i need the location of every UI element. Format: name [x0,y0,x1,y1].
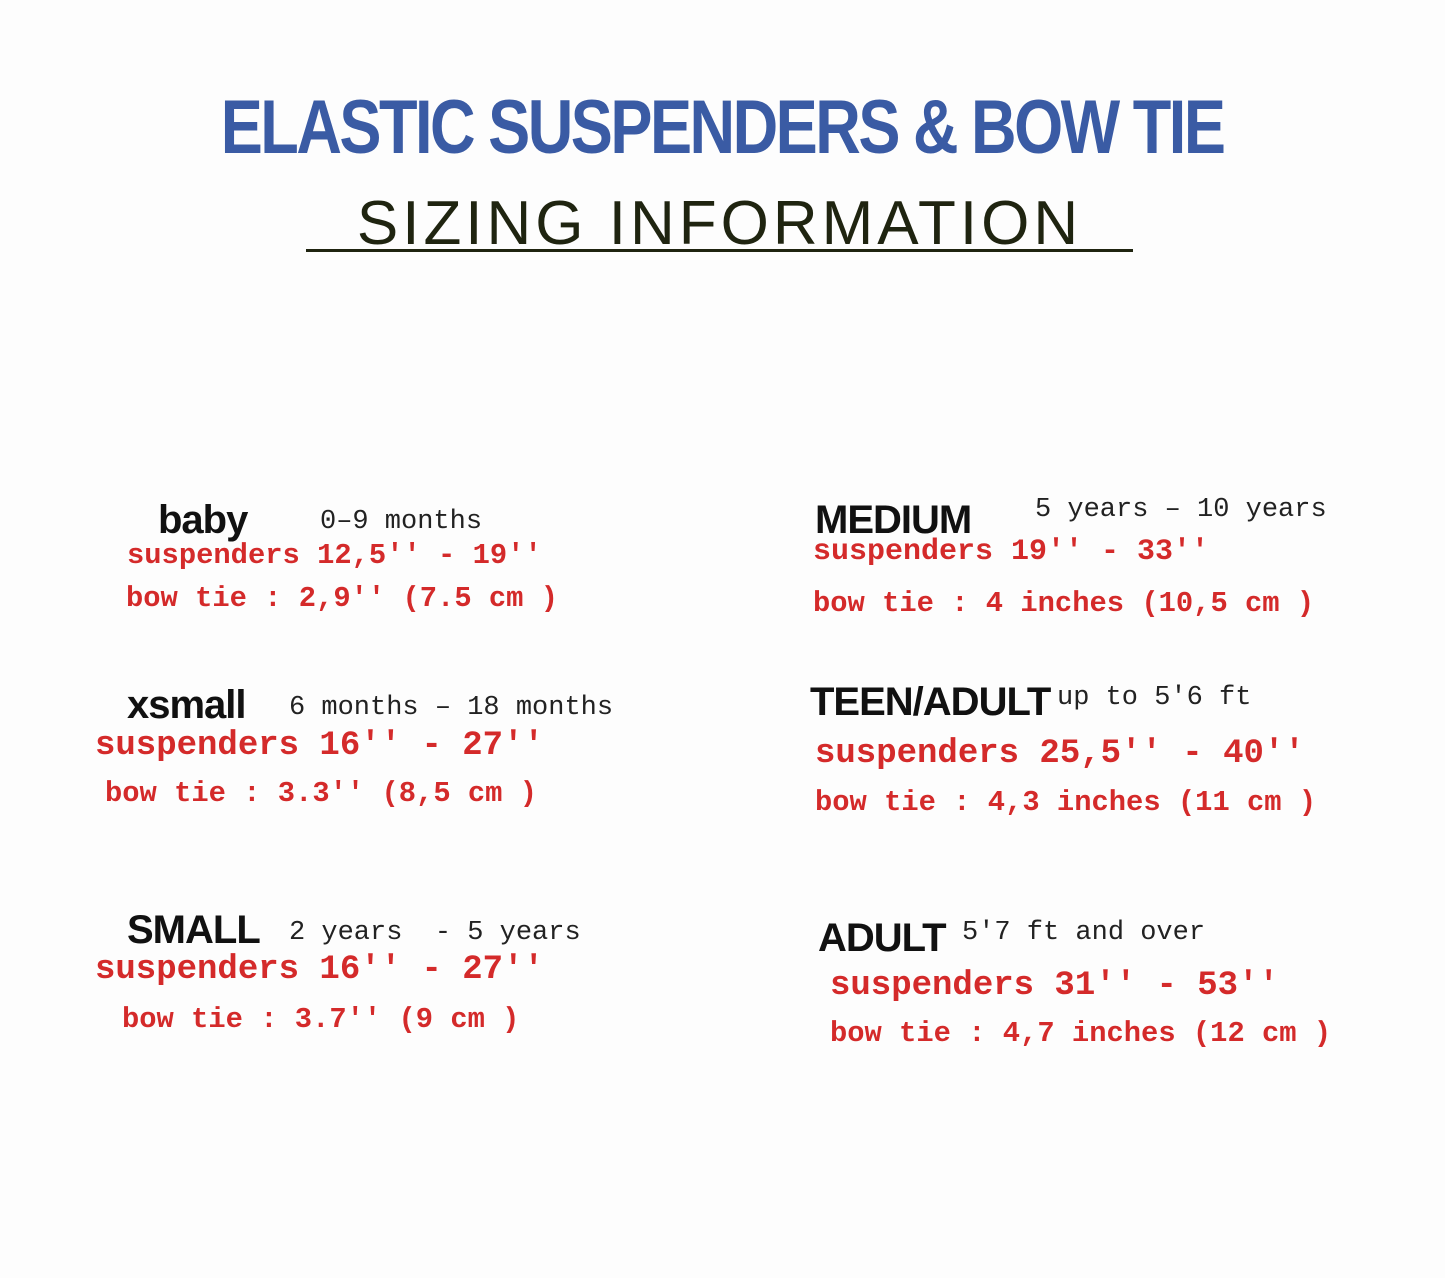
bow-tie-size: bow tie : 4,7 inches (12 cm ) [830,1017,1332,1050]
suspenders-size: suspenders 25,5'' - 40'' [815,735,1305,773]
size-age: 2 years - 5 years [289,918,581,948]
page-subtitle: SIZING INFORMATION [356,189,1083,258]
bow-tie-size: bow tie : 2,9'' (7.5 cm ) [126,582,559,615]
size-age: 5'7 ft and over [962,918,1206,948]
bow-tie-size: bow tie : 3.3'' (8,5 cm ) [105,777,538,810]
bow-tie-size: bow tie : 4,3 inches (11 cm ) [815,786,1317,819]
size-name: xsmall [127,683,247,727]
size-name: TEEN/ADULT [810,680,1051,724]
page-title-text: ELASTIC SUSPENDERS & BOW TIE [221,85,1226,170]
suspenders-size: suspenders 16'' - 27'' [95,951,544,989]
suspenders-size: suspenders 12,5'' - 19'' [127,539,542,572]
size-name: MEDIUM [815,498,972,542]
size-age: 5 years – 10 years [1035,495,1327,525]
suspenders-size: suspenders 31'' - 53'' [830,967,1279,1005]
suspenders-size: suspenders 16'' - 27'' [95,727,544,765]
bow-tie-size: bow tie : 4 inches (10,5 cm ) [813,587,1315,620]
suspenders-size: suspenders 19'' - 33'' [813,535,1210,569]
size-age: up to 5'6 ft [1057,683,1252,713]
size-name: ADULT [818,916,947,960]
subtitle-underline [306,249,1133,252]
size-age: 0–9 months [320,507,483,537]
page-title: ELASTIC SUSPENDERS & BOW TIE [0,90,1445,166]
size-name: SMALL [127,908,261,952]
bow-tie-size: bow tie : 3.7'' (9 cm ) [122,1003,520,1036]
size-age: 6 months – 18 months [289,693,614,723]
size-name: baby [158,498,248,542]
